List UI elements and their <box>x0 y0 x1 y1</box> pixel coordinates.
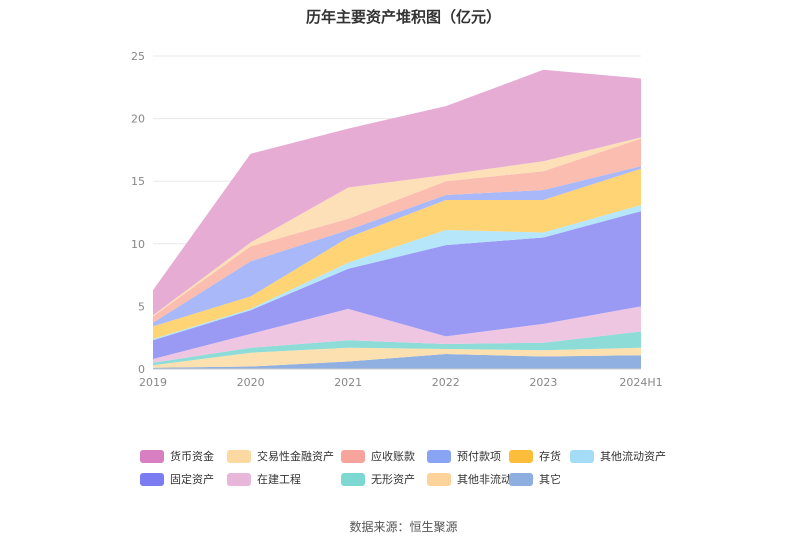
data-source: 数据来源：恒生聚源 <box>349 520 458 534</box>
legend-label: 货币资金 <box>170 450 214 463</box>
legend-label: 其他流动资产 <box>600 450 666 463</box>
area-series <box>153 69 641 369</box>
area-series-6[interactable] <box>153 168 641 339</box>
legend-label: 无形资产 <box>371 473 415 486</box>
legend-swatch <box>227 449 251 463</box>
legend-label: 固定资产 <box>170 473 214 486</box>
area-series-1[interactable] <box>153 347 641 368</box>
legend-label: 应收账款 <box>371 450 415 463</box>
legend-item[interactable]: 在建工程 <box>227 471 301 487</box>
y-tick-label: 10 <box>131 238 145 251</box>
legend-item[interactable]: 货币资金 <box>140 448 214 464</box>
area-series-8[interactable] <box>153 138 641 323</box>
legend-swatch <box>427 472 451 486</box>
legend-label: 交易性金融资产 <box>257 450 334 463</box>
x-tick-label: 2024H1 <box>619 376 662 389</box>
y-tick-label: 20 <box>131 113 145 126</box>
legend-swatch <box>140 449 164 463</box>
legend-label: 其它 <box>539 473 561 486</box>
legend-swatch <box>570 449 594 463</box>
legend-swatch <box>140 472 164 486</box>
y-tick-label: 25 <box>131 50 145 63</box>
legend-swatch <box>341 449 365 463</box>
area-series-5[interactable] <box>153 205 641 341</box>
area-series-4[interactable] <box>153 211 641 359</box>
x-tick-label: 2019 <box>139 376 167 389</box>
area-series-10[interactable] <box>153 69 641 316</box>
legend-item[interactable]: 应收账款 <box>341 448 415 464</box>
legend-item[interactable]: 其他流动资产 <box>570 448 666 464</box>
legend-swatch <box>341 472 365 486</box>
legend-label: 存货 <box>539 450 561 463</box>
chart-title: 历年主要资产堆积图（亿元） <box>305 8 501 26</box>
area-series-3[interactable] <box>153 306 641 363</box>
legend-item[interactable]: 存货 <box>509 448 561 464</box>
legend-item[interactable]: 固定资产 <box>140 471 214 487</box>
legend-item[interactable]: 预付款项 <box>427 448 501 464</box>
y-tick-label: 15 <box>131 175 145 188</box>
area-series-0[interactable] <box>153 354 641 369</box>
legend-swatch <box>509 449 533 463</box>
legend-swatch <box>227 472 251 486</box>
y-tick-label: 0 <box>138 363 145 376</box>
x-tick-label: 2023 <box>529 376 557 389</box>
legend-label: 在建工程 <box>257 473 301 486</box>
area-series-7[interactable] <box>153 166 641 327</box>
x-tick-label: 2021 <box>334 376 362 389</box>
legend-item[interactable]: 交易性金融资产 <box>227 448 334 464</box>
x-tick-label: 2020 <box>237 376 265 389</box>
area-series-2[interactable] <box>153 331 641 366</box>
legend-label: 预付款项 <box>457 450 501 463</box>
legend-swatch <box>509 472 533 486</box>
legend-item[interactable]: 无形资产 <box>341 471 415 487</box>
y-tick-label: 5 <box>138 300 145 313</box>
legend-item[interactable]: 其它 <box>509 471 561 487</box>
x-tick-label: 2022 <box>432 376 460 389</box>
axes: 0 5 10 15 20 25 2019 2020 2021 2022 2023 2024H1 <box>131 50 663 389</box>
legend-swatch <box>427 449 451 463</box>
